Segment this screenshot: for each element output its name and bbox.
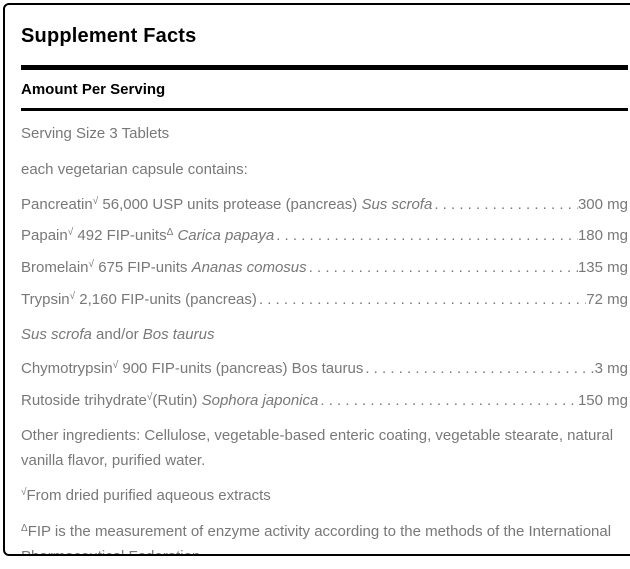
dot-leader: . . . . . . . . . . . . . . . . . . . . … [258,290,586,308]
line-text: Papain√ 492 FIP-unitsΔ Carica papaya [21,227,275,245]
serving-size-line: Serving Size 3 Tablets [21,122,628,147]
footnote-fip-line: ΔFIP is the measurement of enzyme activi… [21,520,628,554]
dot-leader: . . . . . . . . . . . . . . . . . . . . … [365,360,595,378]
amount-value: 72 mg [586,290,628,308]
ingredient-row-bromelain: Bromelain√ 675 FIP-units Ananas comosus … [21,259,628,278]
line-text: each vegetarian capsule contains: [21,160,248,178]
line-text: Chymotrypsin√ 900 FIP-units (pancreas) B… [21,360,364,378]
ingredient-row-pancreatin: Pancreatin√ 56,000 USP units protease (p… [21,196,628,215]
line-text: Pancreatin√ 56,000 USP units protease (p… [21,195,433,213]
supplement-facts-panel: Supplement Facts Amount Per Serving Serv… [3,3,630,556]
line-text: Other ingredients: Cellulose, vegetable-… [21,426,614,469]
line-text: Bromelain√ 675 FIP-units Ananas comosus [21,259,307,276]
amount-value: 3 mg [594,360,628,378]
species-source-line: Sus scrofa and/or Bos taurus [21,323,628,348]
ingredient-row-trypsin: Trypsin√ 2,160 FIP-units (pancreas) . . … [21,291,628,310]
amount-value: 300 mg [577,195,628,213]
line-text: Sus scrofa and/or Bos taurus [21,325,215,343]
capsule-contains-line: each vegetarian capsule contains: [21,158,628,183]
ingredient-row-papain: Papain√ 492 FIP-unitsΔ Carica papaya . .… [21,227,628,246]
line-text: ΔFIP is the measurement of enzyme activi… [21,523,612,554]
ingredient-row-chymotrypsin: Chymotrypsin√ 900 FIP-units (pancreas) B… [21,360,628,379]
footnote-extracts-line: √From dried purified aqueous extracts [21,484,628,509]
other-ingredients-line: Other ingredients: Cellulose, vegetable-… [21,424,628,474]
thin-divider [21,108,628,111]
ingredient-row-rutoside: Rutoside trihydrate√(Rutin) Sophora japo… [21,392,628,411]
line-text: Rutoside trihydrate√(Rutin) Sophora japo… [21,392,319,409]
amount-value: 180 mg [577,227,628,245]
dot-leader: . . . . . . . . . . . . . . . . . . . . … [308,259,578,276]
amount-value: 150 mg [577,392,628,409]
dot-leader: . . . . . . . . . . . . . . . . . . . . … [320,392,578,409]
panel-title: Supplement Facts [21,25,197,47]
amount-per-serving-header: Amount Per Serving [21,81,166,98]
dot-leader: . . . . . . . . . . . . . . . . . . . . … [276,227,578,245]
line-text: Trypsin√ 2,160 FIP-units (pancreas) [21,290,257,308]
thick-divider [21,65,628,70]
line-text: Serving Size 3 Tablets [21,125,170,142]
amount-value: 135 mg [577,259,628,276]
lines: Serving Size 3 Tablets each vegetarian ca… [21,122,628,554]
dot-leader: . . . . . . . . . . . . . . . . . . . . … [434,195,578,213]
line-text: √From dried purified aqueous extracts [21,487,271,505]
